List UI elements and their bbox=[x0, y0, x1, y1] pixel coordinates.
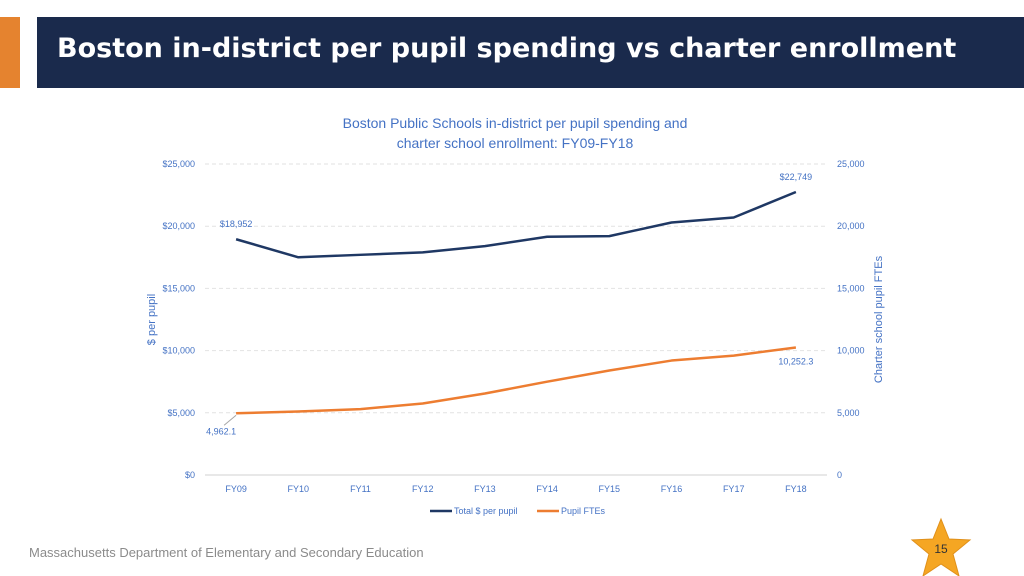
y-right-tick-label: 20,000 bbox=[837, 221, 865, 231]
data-label: 10,252.3 bbox=[778, 356, 813, 366]
x-tick-label: FY14 bbox=[536, 484, 558, 494]
data-label-leader bbox=[223, 414, 237, 426]
title-bar: Boston in-district per pupil spending vs… bbox=[37, 17, 1024, 88]
x-tick-label: FY18 bbox=[785, 484, 807, 494]
y-right-tick-label: 10,000 bbox=[837, 346, 865, 356]
y-left-tick-label: $5,000 bbox=[167, 408, 195, 418]
y-left-tick-label: $10,000 bbox=[162, 346, 195, 356]
x-tick-label: FY12 bbox=[412, 484, 434, 494]
legend-label: Pupil FTEs bbox=[561, 506, 606, 516]
y-right-tick-label: 5,000 bbox=[837, 408, 860, 418]
y-left-tick-label: $0 bbox=[185, 470, 195, 480]
y-left-tick-label: $25,000 bbox=[162, 159, 195, 169]
y-right-axis-label: Charter school pupil FTEs bbox=[873, 255, 885, 383]
page-number-badge: 15 bbox=[908, 517, 974, 576]
y-left-tick-label: $15,000 bbox=[162, 283, 195, 293]
series-line bbox=[236, 346, 797, 415]
x-tick-label: FY17 bbox=[723, 484, 745, 494]
legend-label: Total $ per pupil bbox=[454, 506, 518, 516]
y-right-tick-label: 0 bbox=[837, 470, 842, 480]
x-tick-label: FY16 bbox=[661, 484, 683, 494]
x-tick-label: FY09 bbox=[225, 484, 247, 494]
data-label: 4,962.1 bbox=[206, 426, 236, 436]
y-right-tick-label: 15,000 bbox=[837, 283, 865, 293]
x-tick-label: FY10 bbox=[288, 484, 310, 494]
y-right-tick-label: 25,000 bbox=[837, 159, 865, 169]
series-line bbox=[235, 190, 797, 259]
header-accent-bar bbox=[0, 17, 20, 88]
footer-organization: Massachusetts Department of Elementary a… bbox=[29, 545, 424, 560]
page-number: 15 bbox=[934, 542, 948, 556]
chart-title: charter school enrollment: FY09-FY18 bbox=[397, 135, 634, 151]
y-left-tick-label: $20,000 bbox=[162, 221, 195, 231]
x-tick-label: FY15 bbox=[599, 484, 621, 494]
chart-title: Boston Public Schools in-district per pu… bbox=[343, 115, 688, 131]
page-title: Boston in-district per pupil spending vs… bbox=[57, 33, 957, 64]
star-icon bbox=[910, 517, 972, 576]
data-label: $18,952 bbox=[220, 219, 253, 229]
x-tick-label: FY13 bbox=[474, 484, 496, 494]
x-tick-label: FY11 bbox=[350, 484, 371, 494]
y-left-axis-label: $ per pupil bbox=[146, 294, 158, 345]
data-label: $22,749 bbox=[780, 172, 813, 182]
